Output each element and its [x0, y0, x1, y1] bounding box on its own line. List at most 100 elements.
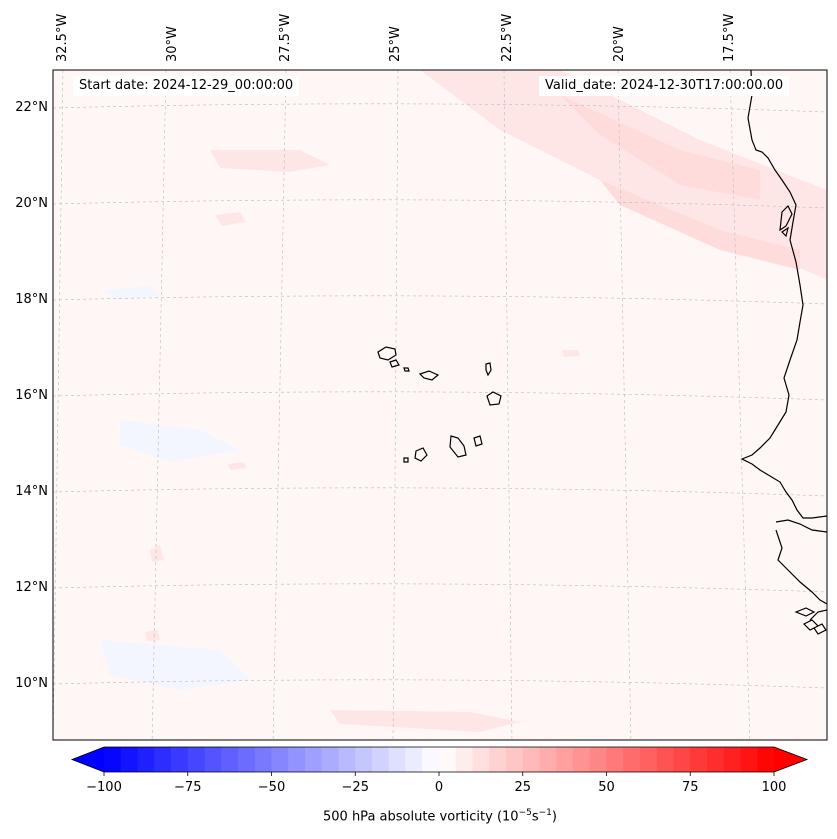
graticule — [53, 70, 827, 740]
coastline — [377, 70, 827, 635]
colorbar-segment — [606, 747, 624, 772]
colorbar-segment — [288, 747, 306, 772]
mauritania-inlet — [779, 204, 793, 238]
sao-vicente-island — [389, 359, 400, 368]
colorbar-segment — [439, 747, 457, 772]
longitude-label: 27.5°W — [278, 13, 293, 62]
vorticity-contour — [228, 462, 246, 470]
vorticity-contour — [100, 640, 250, 690]
parallel-line — [53, 391, 827, 401]
colorbar-segment — [321, 747, 339, 772]
longitude-label: 20°W — [612, 26, 627, 62]
longitude-label: 22.5°W — [500, 13, 515, 62]
colorbar-segment — [522, 747, 540, 772]
vorticity-contour — [145, 630, 160, 641]
map-frame — [52, 69, 828, 741]
vorticity-contour — [562, 350, 580, 357]
brava-island — [403, 457, 409, 463]
colorbar-tick-label: 50 — [598, 780, 615, 795]
colorbar-segment — [271, 747, 289, 772]
vorticity-field-contours — [100, 70, 827, 732]
colorbar-tick-label: −100 — [86, 780, 122, 795]
colorbar-segment — [539, 747, 557, 772]
latitude-label: 12°N — [15, 580, 48, 595]
colorbar-segment — [154, 747, 172, 772]
colorbar-segment — [422, 747, 440, 772]
longitude-label: 25°W — [388, 26, 403, 62]
colorbar-segment — [254, 747, 272, 772]
colorbar-tick-label: 100 — [761, 780, 787, 795]
vorticity-contour — [210, 150, 330, 172]
colorbar-segment — [640, 747, 658, 772]
latitude-label: 10°N — [15, 676, 48, 691]
meridian-line — [729, 70, 751, 740]
colorbar-segment — [589, 747, 607, 772]
colorbar-segment — [690, 747, 708, 772]
latitude-label: 22°N — [15, 100, 48, 115]
meridian-line — [503, 70, 513, 740]
maio-island — [473, 435, 483, 447]
colorbar-segment — [723, 747, 741, 772]
valid-date-label: Valid_date: 2024-12-30T17:00:00.00 — [539, 76, 790, 96]
colorbar-segment — [757, 747, 775, 772]
parallel-line — [53, 199, 827, 209]
colorbar-tick-label: −75 — [174, 780, 202, 795]
vorticity-contour — [215, 212, 246, 226]
colorbar-segment — [238, 747, 256, 772]
vorticity-contour — [600, 180, 800, 270]
africa-coastline — [740, 70, 827, 519]
parallel-line — [53, 487, 827, 497]
colorbar — [70, 746, 809, 776]
colorbar-tick-label: −25 — [341, 780, 369, 795]
colorbar-segment — [104, 747, 122, 772]
sao-nicolau-island — [418, 370, 440, 381]
meridian-line — [53, 70, 64, 740]
colorbar-tick-label: 0 — [434, 780, 444, 795]
parallel-line — [53, 103, 827, 113]
parallel-line — [53, 583, 827, 593]
colorbar-segment — [137, 747, 155, 772]
colorbar-segment — [388, 747, 406, 772]
boa-vista-island — [486, 391, 502, 406]
colorbar-min-extension — [72, 747, 104, 772]
meridian-line — [617, 70, 632, 740]
meridian-line — [272, 70, 287, 740]
fogo-island — [414, 447, 428, 462]
colorbar-segment — [656, 747, 674, 772]
vorticity-contour — [120, 420, 240, 462]
guinea-bissau-islands — [794, 607, 827, 635]
longitude-label: 30°W — [165, 26, 180, 62]
colorbar-segment — [455, 747, 473, 772]
colorbar-segment — [171, 747, 189, 772]
vorticity-contour — [560, 95, 760, 200]
colorbar-segment — [623, 747, 641, 772]
colorbar-label: 500 hPa absolute vorticity (10−5s−1) — [323, 808, 557, 825]
colorbar-segment — [673, 747, 691, 772]
colorbar-segment — [556, 747, 574, 772]
colorbar-tick-label: −50 — [257, 780, 286, 795]
colorbar-segment — [338, 747, 356, 772]
meridian-line — [151, 70, 167, 740]
colorbar-segment — [372, 747, 390, 772]
colorbar-tick-label: 25 — [514, 780, 532, 795]
colorbar-segment — [221, 747, 239, 772]
sal-island — [485, 362, 492, 377]
latitude-label: 14°N — [15, 484, 48, 499]
latitude-label: 18°N — [15, 292, 48, 307]
colorbar-max-extension — [774, 747, 807, 772]
longitude-label: 17.5°W — [722, 13, 737, 62]
colorbar-tick-label: 75 — [681, 780, 699, 795]
colorbar-segment — [489, 747, 507, 772]
colorbar-segment — [405, 747, 423, 772]
santa-luzia-island — [403, 367, 410, 372]
colorbar-segment — [305, 747, 323, 772]
parallel-line — [53, 295, 827, 305]
santiago-island — [449, 435, 467, 458]
meridian-line — [392, 70, 399, 740]
vorticity-contour — [105, 286, 160, 300]
colorbar-segment — [120, 747, 138, 772]
santo-antao-island — [377, 346, 397, 361]
longitude-label: 32.5°W — [55, 13, 70, 62]
colorbar-segment — [472, 747, 490, 772]
colorbar-segment — [355, 747, 373, 772]
